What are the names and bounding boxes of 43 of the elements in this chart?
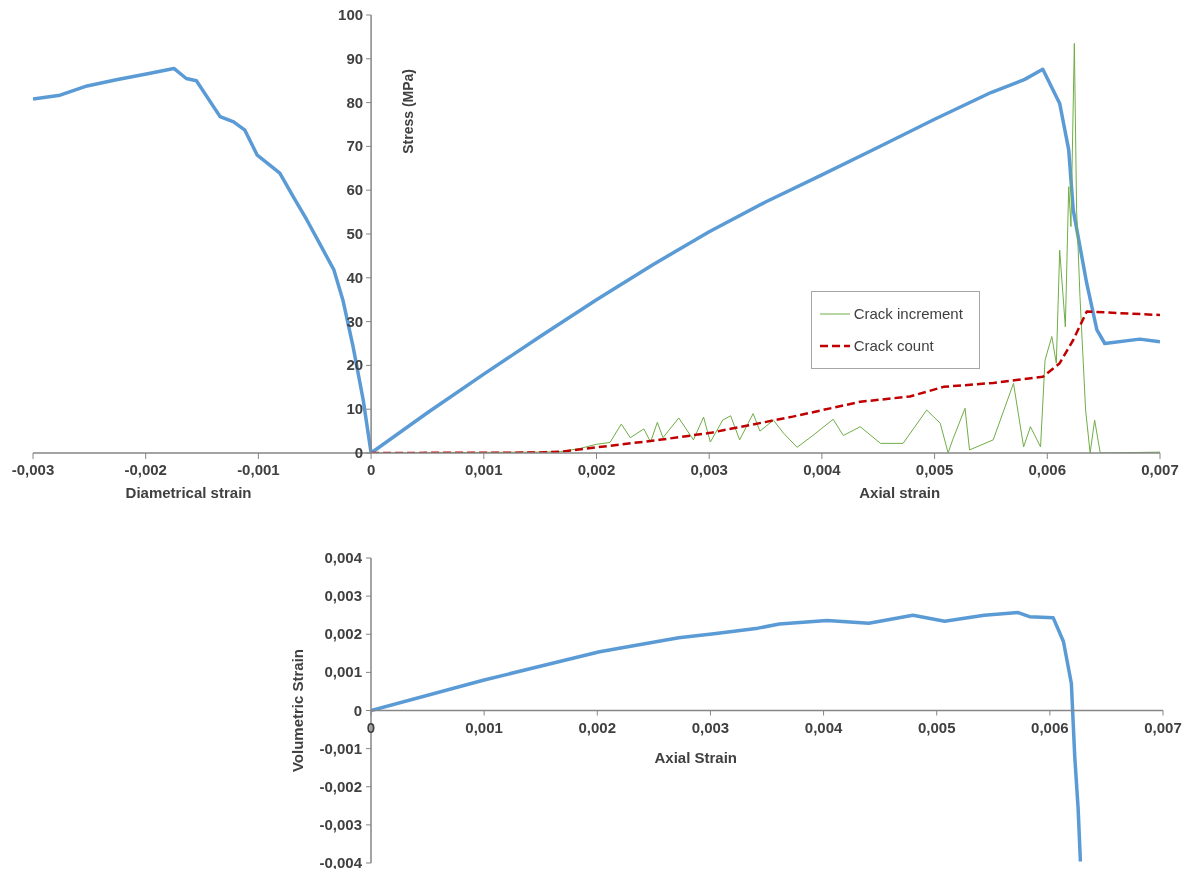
y-tick-label: 10 — [346, 400, 364, 418]
y-tick-label: -0,003 — [319, 815, 362, 833]
x-tick-label: 0,007 — [1144, 718, 1182, 736]
x-tick-label: 0,006 — [1028, 461, 1067, 478]
x-tick-label: 0,001 — [465, 718, 503, 736]
y-tick-label: 0 — [354, 444, 364, 461]
y-tick-label: 40 — [346, 268, 364, 286]
x-tick-label: 0,003 — [691, 718, 730, 736]
x-tick-label: 0,004 — [804, 718, 843, 736]
y-tick-label: 60 — [346, 181, 364, 199]
y-tick-label: 0 — [353, 701, 362, 719]
x-tick-label: 0,003 — [690, 461, 728, 478]
y-tick-label: 0,003 — [324, 587, 362, 605]
y-tick-label: 70 — [346, 137, 364, 155]
x-tick-label: 0,007 — [1141, 461, 1179, 478]
x-axis-title: Axial Strain — [654, 748, 737, 766]
x-tick-label: 0 — [366, 718, 376, 736]
y-tick-label: 0,002 — [324, 625, 362, 643]
y-tick-label: 100 — [338, 6, 364, 23]
y-tick-label: 50 — [346, 225, 364, 242]
y-tick-label: 80 — [346, 93, 364, 111]
x-tick-label: 0 — [366, 461, 376, 478]
text: Diametrical strain — [125, 484, 252, 501]
legend-label: Crack count — [853, 337, 934, 355]
x-tick-label: 0,005 — [915, 461, 954, 478]
x-tick-label: -0,003 — [11, 461, 55, 478]
y-tick-label: -0,002 — [319, 777, 362, 795]
x-tick-label: -0,001 — [237, 461, 280, 478]
x-tick-label: 0,005 — [917, 718, 956, 736]
x-tick-label: 0,004 — [803, 461, 842, 478]
y-tick-label: -0,001 — [319, 739, 362, 757]
x-axis-title: Axial strain — [859, 484, 941, 501]
y-axis-title: Volumetric Strain — [289, 648, 306, 773]
legend-label: Crack increment — [853, 305, 963, 323]
x-tick-label: 0,002 — [578, 718, 617, 736]
x-tick-label: 0,006 — [1031, 718, 1069, 736]
y-tick-label: 0,004 — [324, 549, 363, 566]
x-tick-label: -0,002 — [124, 461, 167, 478]
y-axis-title: Stress (MPa) — [400, 68, 417, 154]
y-tick-label: 0,001 — [324, 663, 362, 681]
y-tick-label: 90 — [346, 49, 364, 67]
x-tick-label: 0,002 — [577, 461, 616, 478]
x-tick-label: 0,001 — [465, 461, 503, 478]
